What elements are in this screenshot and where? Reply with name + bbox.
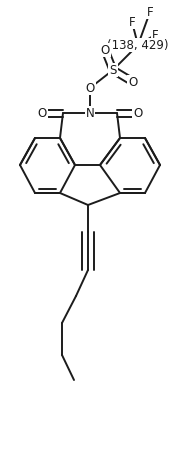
Text: O: O [100,44,110,56]
Text: F: F [152,28,158,42]
Text: (138, 429): (138, 429) [107,38,169,52]
Text: O: O [133,107,143,119]
Text: O: O [85,82,95,94]
Text: N: N [86,107,94,119]
Text: S: S [109,64,117,76]
Text: O: O [37,107,47,119]
Text: F: F [147,6,153,18]
Text: F: F [129,16,135,28]
Text: O: O [128,75,138,89]
